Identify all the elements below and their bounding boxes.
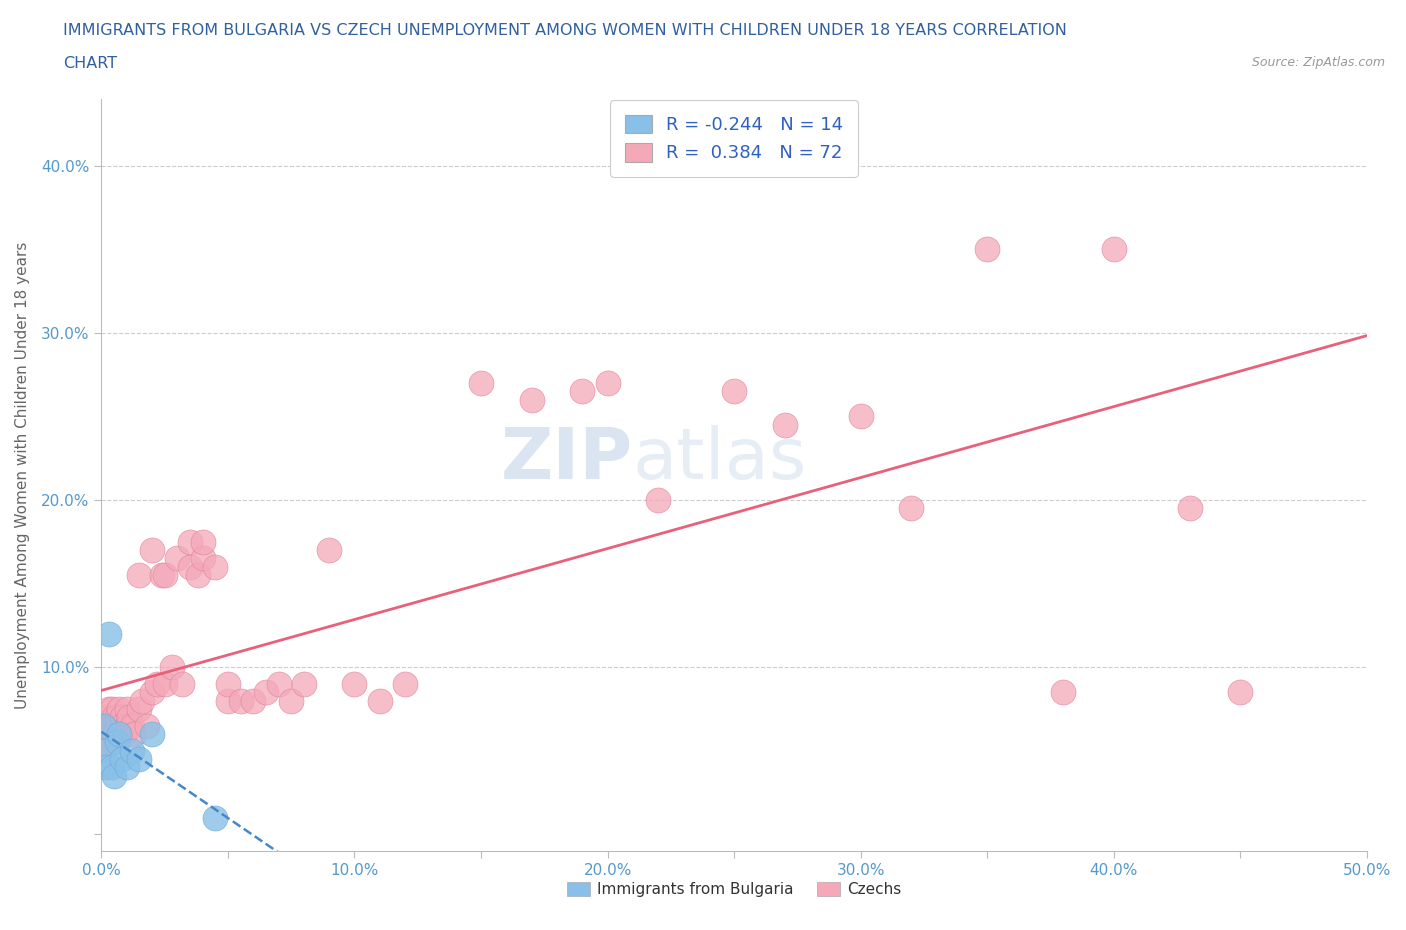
Point: [647, 493, 669, 508]
Point: [100, 760, 122, 775]
Point: [103, 726, 125, 741]
Point: [93, 726, 115, 741]
Point: [191, 551, 214, 565]
Point: [723, 384, 745, 399]
Point: [153, 676, 176, 691]
Point: [343, 676, 366, 691]
Point: [141, 684, 163, 699]
Point: [596, 376, 619, 391]
Point: [1102, 242, 1125, 257]
Point: [204, 810, 226, 825]
Point: [849, 409, 872, 424]
Point: [105, 718, 128, 733]
Point: [191, 534, 214, 549]
Point: [103, 710, 125, 724]
Point: [112, 726, 135, 741]
Point: [318, 542, 340, 557]
Point: [242, 693, 264, 708]
Point: [976, 242, 998, 257]
Y-axis label: Unemployment Among Women with Children Under 18 years: Unemployment Among Women with Children U…: [15, 241, 30, 709]
Point: [103, 768, 125, 783]
Point: [267, 676, 290, 691]
Point: [108, 701, 131, 716]
Point: [105, 710, 128, 724]
Point: [98, 726, 121, 741]
Point: [229, 693, 252, 708]
Point: [131, 693, 153, 708]
Point: [179, 559, 201, 574]
Point: [166, 551, 188, 565]
Point: [128, 567, 150, 582]
Point: [93, 718, 115, 733]
Point: [368, 693, 391, 708]
Point: [121, 743, 143, 758]
Text: IMMIGRANTS FROM BULGARIA VS CZECH UNEMPLOYMENT AMONG WOMEN WITH CHILDREN UNDER 1: IMMIGRANTS FROM BULGARIA VS CZECH UNEMPL…: [63, 23, 1067, 38]
Point: [103, 726, 125, 741]
Point: [280, 693, 302, 708]
Point: [105, 735, 128, 750]
Point: [520, 392, 543, 407]
Point: [98, 718, 121, 733]
Point: [217, 693, 239, 708]
Point: [100, 718, 122, 733]
Point: [179, 534, 201, 549]
Point: [254, 684, 277, 699]
Point: [1229, 684, 1251, 699]
Point: [96, 735, 118, 750]
Point: [204, 559, 226, 574]
Point: [98, 626, 121, 641]
Text: Source: ZipAtlas.com: Source: ZipAtlas.com: [1251, 56, 1385, 69]
Point: [141, 542, 163, 557]
Point: [121, 718, 143, 733]
Point: [100, 701, 122, 716]
Point: [124, 726, 146, 741]
Point: [162, 659, 184, 674]
Point: [292, 676, 315, 691]
Point: [115, 718, 138, 733]
Point: [96, 760, 118, 775]
Point: [187, 567, 209, 582]
Point: [136, 718, 159, 733]
Point: [111, 751, 134, 766]
Point: [150, 567, 173, 582]
Point: [98, 701, 121, 716]
Point: [172, 676, 194, 691]
Point: [394, 676, 416, 691]
Point: [111, 710, 134, 724]
Text: ZIP: ZIP: [501, 425, 633, 495]
Point: [128, 701, 150, 716]
Point: [1178, 501, 1201, 516]
Point: [1052, 684, 1074, 699]
Point: [118, 710, 141, 724]
Point: [96, 710, 118, 724]
Point: [108, 726, 131, 741]
Point: [111, 718, 134, 733]
Point: [100, 735, 122, 750]
Point: [93, 743, 115, 758]
Point: [571, 384, 593, 399]
Point: [217, 676, 239, 691]
Point: [128, 751, 150, 766]
Text: CHART: CHART: [63, 56, 117, 71]
Point: [93, 735, 115, 750]
Point: [900, 501, 922, 516]
Point: [93, 718, 115, 733]
Point: [108, 726, 131, 741]
Point: [470, 376, 492, 391]
Point: [146, 676, 169, 691]
Point: [96, 726, 118, 741]
Legend: R = -0.244   N = 14, R =  0.384   N = 72: R = -0.244 N = 14, R = 0.384 N = 72: [610, 100, 858, 177]
Point: [153, 567, 176, 582]
Point: [115, 701, 138, 716]
Text: atlas: atlas: [633, 425, 807, 495]
Point: [773, 418, 796, 432]
Point: [141, 726, 163, 741]
Point: [115, 760, 138, 775]
